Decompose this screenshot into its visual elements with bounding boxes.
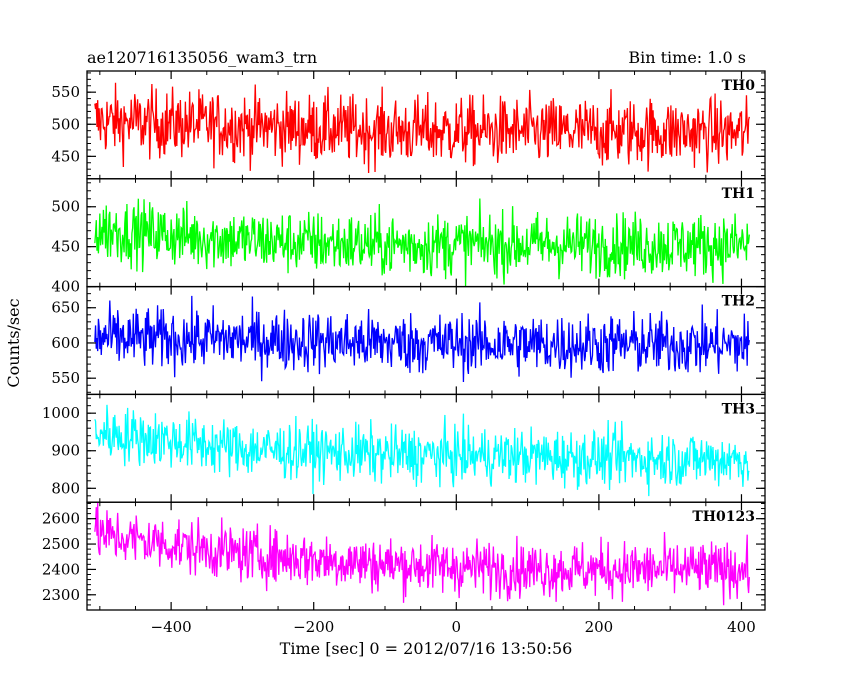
y-tick-label: 450 xyxy=(51,238,80,256)
y-tick-label: 650 xyxy=(51,299,80,317)
panel-th3: 800 900 1000 TH3 xyxy=(42,393,766,503)
panel-th0123: 2300 2400 2500 2600 TH0123 xyxy=(42,501,766,611)
panel-label-th0: TH0 xyxy=(722,78,756,94)
x-tick-label: 400 xyxy=(727,618,756,636)
y-tick-label: 500 xyxy=(51,198,80,216)
y-tick-label: 600 xyxy=(51,334,80,352)
series-th0 xyxy=(94,82,750,174)
series-th3 xyxy=(94,404,750,497)
y-tick-label: 550 xyxy=(51,83,80,101)
y-tick-label: 550 xyxy=(51,369,80,387)
chart-title: ae120716135056_wam3_trn xyxy=(87,48,317,67)
y-tick-label: 1000 xyxy=(42,404,80,422)
y-tick-label: 2300 xyxy=(42,586,80,604)
panel-label-th1: TH1 xyxy=(722,186,755,202)
panel-label-th2: TH2 xyxy=(722,294,755,310)
y-axis-label: Counts/sec xyxy=(4,298,23,387)
x-tick-label: 0 xyxy=(452,618,462,636)
y-tick-label: 400 xyxy=(51,278,80,296)
series-th0123 xyxy=(94,502,750,606)
y-tick-label: 2400 xyxy=(42,560,80,578)
x-tick-label: −200 xyxy=(293,618,334,636)
panel-label-th3: TH3 xyxy=(722,401,755,417)
y-tick-label: 2600 xyxy=(42,510,80,528)
bin-time-label: Bin time: 1.0 s xyxy=(628,48,746,67)
y-tick-label: 500 xyxy=(51,115,80,133)
series-th1 xyxy=(94,198,750,287)
panel-frame xyxy=(86,501,766,611)
y-tick-label: 900 xyxy=(51,442,80,460)
x-axis-label: Time [sec] 0 = 2012/07/16 13:50:56 xyxy=(280,639,573,658)
y-tick-label: 450 xyxy=(51,147,80,165)
y-tick-label: 800 xyxy=(51,479,80,497)
x-tick-label: 200 xyxy=(585,618,614,636)
series-th2 xyxy=(94,295,750,383)
y-tick-label: 2500 xyxy=(42,535,80,553)
panel-label-th0123: TH0123 xyxy=(692,509,755,525)
x-tick-label: −400 xyxy=(151,618,192,636)
